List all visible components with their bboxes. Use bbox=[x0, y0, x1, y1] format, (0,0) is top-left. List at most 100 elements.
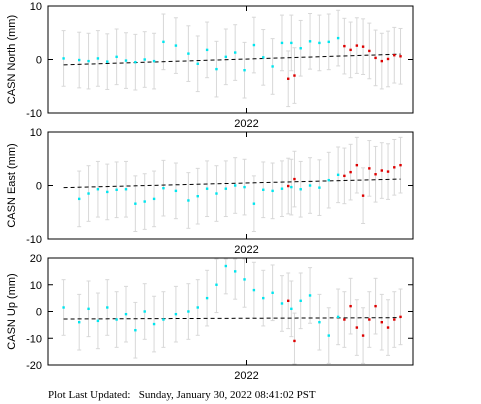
last-updated-text: Plot Last Updated: Sunday, January 30, 2… bbox=[48, 389, 316, 401]
data-point-red bbox=[349, 304, 352, 308]
data-point-cyan bbox=[205, 296, 209, 300]
data-point-cyan bbox=[106, 190, 109, 194]
data-point-cyan bbox=[162, 186, 165, 190]
data-point-red bbox=[380, 321, 384, 324]
data-point-cyan bbox=[134, 329, 137, 332]
data-point-cyan bbox=[252, 202, 256, 205]
data-point-red bbox=[343, 44, 346, 48]
data-point-cyan bbox=[252, 43, 256, 47]
data-point-cyan bbox=[106, 306, 109, 309]
data-point-cyan bbox=[162, 318, 165, 321]
y-tick-label: 10 bbox=[30, 280, 42, 292]
data-point-cyan bbox=[215, 67, 218, 71]
data-point-cyan bbox=[233, 184, 237, 187]
data-point-cyan bbox=[271, 65, 274, 68]
data-point-cyan bbox=[243, 185, 246, 189]
data-point-red bbox=[386, 170, 390, 173]
data-point-cyan bbox=[290, 185, 293, 189]
data-point-cyan bbox=[336, 173, 340, 176]
data-point-red bbox=[349, 170, 352, 174]
data-point-red bbox=[361, 45, 365, 48]
data-point-cyan bbox=[205, 48, 209, 52]
data-point-cyan bbox=[318, 41, 321, 45]
data-point-red bbox=[293, 177, 296, 181]
data-point-red bbox=[374, 304, 377, 308]
plot-frame bbox=[47, 257, 414, 366]
data-point-cyan bbox=[77, 321, 81, 324]
x-tick-label: 2022 bbox=[234, 118, 258, 130]
data-point-cyan bbox=[96, 188, 100, 191]
plot-frame bbox=[47, 131, 414, 240]
data-point-cyan bbox=[106, 60, 109, 63]
data-point-red bbox=[368, 318, 371, 321]
data-point-red bbox=[287, 299, 290, 302]
y-tick-label: 0 bbox=[36, 55, 42, 67]
data-point-cyan bbox=[215, 283, 218, 286]
data-point-cyan bbox=[174, 312, 178, 316]
data-point-cyan bbox=[308, 184, 312, 187]
data-point-red bbox=[355, 326, 359, 329]
data-point-cyan bbox=[187, 199, 190, 202]
data-point-cyan bbox=[87, 59, 90, 63]
data-point-red bbox=[380, 169, 384, 172]
data-point-cyan bbox=[233, 270, 237, 273]
data-point-cyan bbox=[280, 41, 284, 45]
data-point-cyan bbox=[162, 40, 165, 44]
data-point-cyan bbox=[336, 36, 340, 40]
data-point-red bbox=[368, 167, 371, 170]
data-point-cyan bbox=[196, 62, 199, 65]
y-tick-label: -20 bbox=[26, 360, 42, 372]
data-point-cyan bbox=[115, 55, 118, 59]
data-point-cyan bbox=[290, 41, 293, 45]
data-point-cyan bbox=[77, 58, 81, 62]
data-point-cyan bbox=[224, 55, 228, 59]
data-point-cyan bbox=[327, 40, 330, 44]
data-point-red bbox=[355, 163, 359, 167]
data-point-cyan bbox=[336, 315, 340, 319]
data-point-cyan bbox=[143, 200, 146, 203]
y-tick-label: 20 bbox=[30, 253, 42, 265]
y-tick-label: -10 bbox=[26, 108, 42, 120]
data-point-red bbox=[287, 184, 290, 188]
data-point-cyan bbox=[115, 318, 118, 321]
data-point-cyan bbox=[299, 47, 302, 50]
data-point-cyan bbox=[96, 319, 100, 323]
data-point-cyan bbox=[77, 197, 81, 201]
data-point-cyan bbox=[124, 59, 128, 62]
y-tick-label: -10 bbox=[26, 333, 42, 345]
data-point-cyan bbox=[318, 321, 321, 324]
data-point-cyan bbox=[152, 59, 156, 63]
data-point-cyan bbox=[327, 334, 330, 337]
data-point-cyan bbox=[262, 56, 265, 59]
data-point-cyan bbox=[187, 310, 190, 313]
data-point-red bbox=[368, 49, 371, 53]
data-point-cyan bbox=[62, 57, 65, 60]
data-point-cyan bbox=[196, 306, 199, 309]
data-point-cyan bbox=[174, 189, 178, 193]
data-point-red bbox=[374, 56, 377, 60]
trend-line bbox=[63, 53, 401, 66]
data-point-cyan bbox=[62, 306, 65, 309]
data-point-cyan bbox=[134, 60, 137, 64]
data-point-red bbox=[393, 54, 396, 57]
data-point-cyan bbox=[299, 299, 302, 302]
data-point-cyan bbox=[299, 188, 302, 191]
data-point-cyan bbox=[280, 187, 284, 190]
data-point-cyan bbox=[174, 44, 178, 47]
data-point-red bbox=[399, 163, 402, 167]
data-point-red bbox=[380, 59, 384, 63]
data-point-cyan bbox=[252, 288, 256, 292]
data-point-cyan bbox=[152, 322, 156, 326]
data-point-red bbox=[355, 44, 359, 47]
panel-north: -10 0 10 2022 CASN North (mm) bbox=[6, 1, 414, 130]
data-point-red bbox=[343, 174, 346, 178]
plot-frame bbox=[47, 5, 414, 114]
data-point-red bbox=[386, 57, 390, 61]
data-point-cyan bbox=[262, 296, 265, 300]
y-tick-label: 0 bbox=[36, 181, 42, 193]
trend-line bbox=[63, 178, 401, 189]
y-tick-label: 10 bbox=[30, 1, 42, 13]
data-point-red bbox=[361, 194, 365, 197]
data-point-red bbox=[293, 339, 296, 343]
